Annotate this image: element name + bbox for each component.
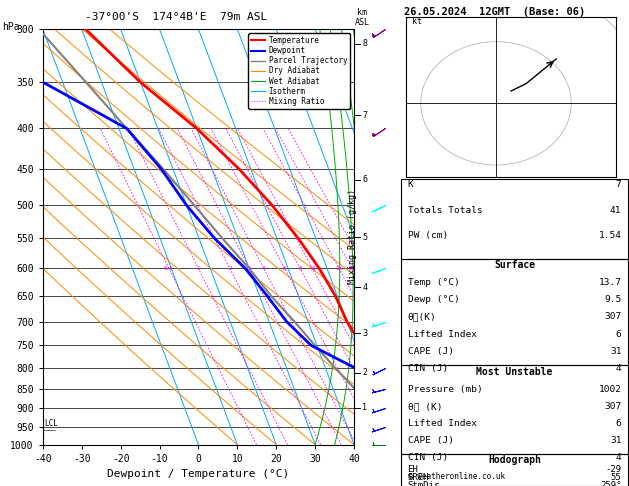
Text: 41: 41 [610,206,621,215]
Text: 31: 31 [610,347,621,356]
Text: Temp (°C): Temp (°C) [408,278,459,288]
Text: 3: 3 [362,329,367,338]
Text: 4: 4 [362,283,367,292]
Text: Dewp (°C): Dewp (°C) [408,295,459,305]
Text: 7: 7 [362,111,367,120]
Text: PW (cm): PW (cm) [408,231,448,240]
Text: 1: 1 [197,266,200,271]
Text: 20: 20 [349,266,355,271]
Legend: Temperature, Dewpoint, Parcel Trajectory, Dry Adiabat, Wet Adiabat, Isotherm, Mi: Temperature, Dewpoint, Parcel Trajectory… [248,33,350,109]
Text: Totals Totals: Totals Totals [408,206,482,215]
Text: 307: 307 [604,312,621,322]
Text: Lifted Index: Lifted Index [408,330,477,339]
Text: 2: 2 [362,368,367,377]
Text: 13.7: 13.7 [598,278,621,288]
Text: 6: 6 [283,266,286,271]
Text: 6: 6 [362,175,367,184]
Text: -37°00'S  174°4B'E  79m ASL: -37°00'S 174°4B'E 79m ASL [85,12,267,22]
Text: © weatheronline.co.uk: © weatheronline.co.uk [408,472,504,481]
Text: CIN (J): CIN (J) [408,364,448,373]
Text: 31: 31 [610,436,621,445]
Text: 6: 6 [616,419,621,428]
Text: 3: 3 [248,266,251,271]
Text: K: K [408,180,413,190]
Text: 6: 6 [616,330,621,339]
Text: 16: 16 [336,266,342,271]
Text: 5: 5 [362,233,367,242]
Text: LCL: LCL [45,419,58,428]
Text: 1.54: 1.54 [598,231,621,240]
Text: Mixing Ratio (g/kg): Mixing Ratio (g/kg) [348,190,357,284]
Text: 8: 8 [362,39,367,48]
Text: SREH: SREH [408,473,429,482]
Text: CAPE (J): CAPE (J) [408,347,454,356]
Text: Most Unstable: Most Unstable [476,367,553,377]
Text: kt: kt [412,17,421,26]
Text: StmDir: StmDir [408,481,440,486]
Text: -29: -29 [605,465,621,474]
Text: 26.05.2024  12GMT  (Base: 06): 26.05.2024 12GMT (Base: 06) [404,7,586,17]
Text: 8: 8 [298,266,302,271]
Text: EH: EH [408,465,418,474]
Text: θᴄ (K): θᴄ (K) [408,402,442,411]
Text: 55: 55 [611,473,621,482]
Text: CIN (J): CIN (J) [408,453,448,462]
Text: km
ASL: km ASL [355,8,370,27]
Text: 4: 4 [262,266,265,271]
Text: hPa: hPa [2,22,19,32]
Text: 4: 4 [616,364,621,373]
Text: 259°: 259° [600,481,621,486]
Text: 1: 1 [362,403,367,412]
Text: 9.5: 9.5 [604,295,621,305]
Text: Hodograph: Hodograph [488,455,541,466]
Text: Pressure (mb): Pressure (mb) [408,385,482,394]
Text: θᴄ(K): θᴄ(K) [408,312,437,322]
Text: 4: 4 [616,453,621,462]
Text: 2: 2 [228,266,231,271]
Text: 0.5: 0.5 [164,266,174,271]
Text: Lifted Index: Lifted Index [408,419,477,428]
Text: Surface: Surface [494,260,535,271]
Text: 307: 307 [604,402,621,411]
Text: 10: 10 [309,266,316,271]
X-axis label: Dewpoint / Temperature (°C): Dewpoint / Temperature (°C) [108,469,289,479]
Text: 7: 7 [616,180,621,190]
Text: 1002: 1002 [598,385,621,394]
Text: CAPE (J): CAPE (J) [408,436,454,445]
